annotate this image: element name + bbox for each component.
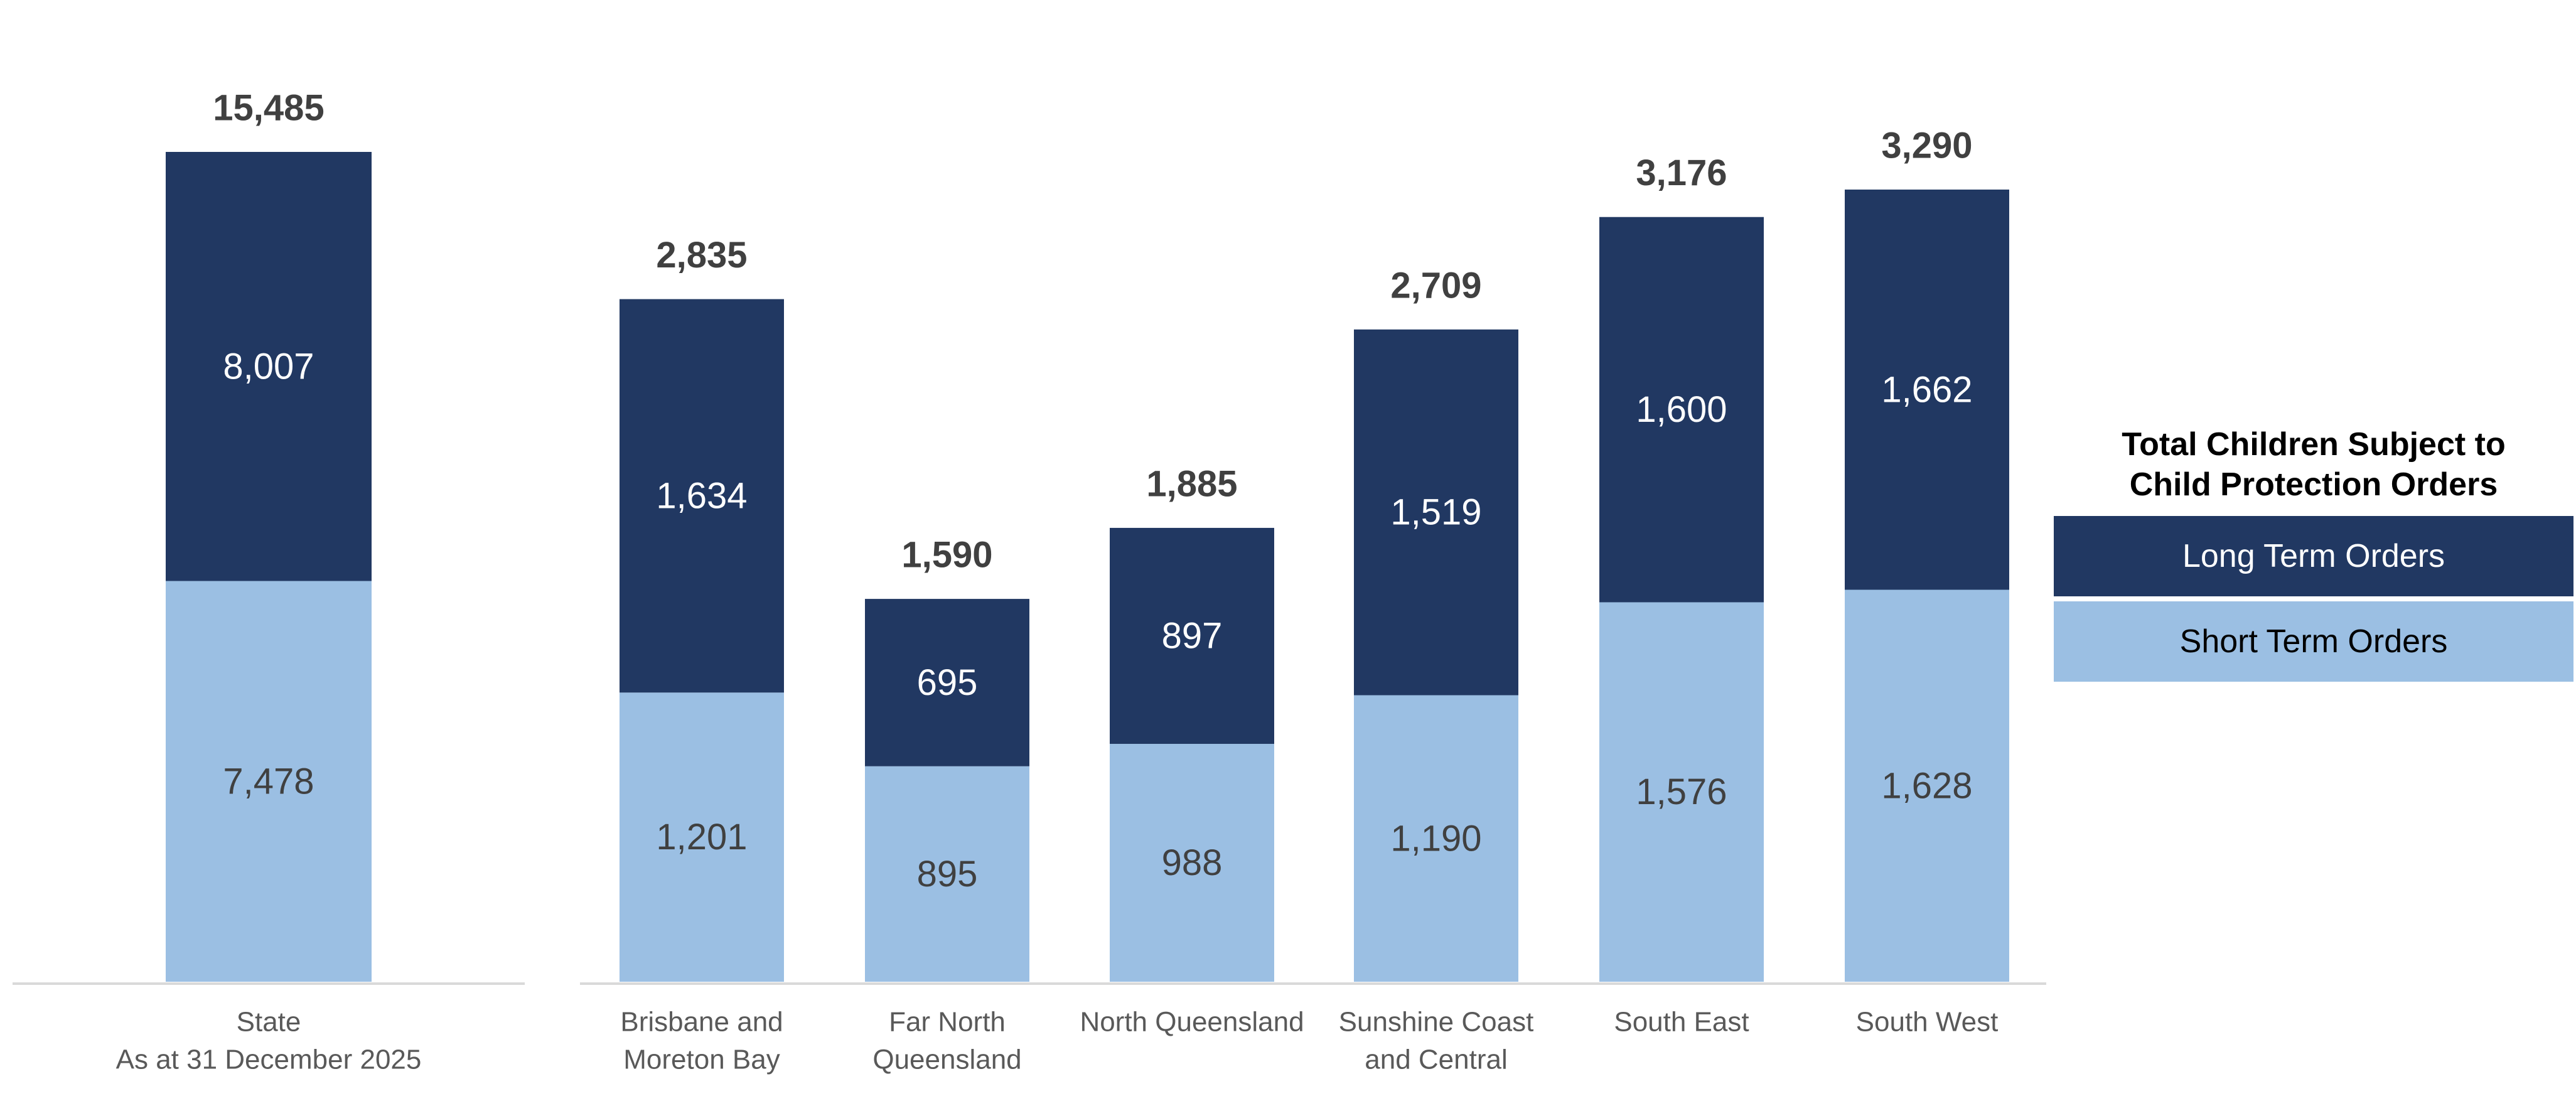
label-total-south-east: 3,176	[1636, 153, 1727, 193]
tick-label-north-queensland-1: North Queensland	[1080, 1007, 1304, 1038]
bar-short-sunshine-coast-and-central	[1354, 695, 1518, 982]
bar-long-far-north-queensland	[865, 599, 1029, 766]
stacked-bar-chart: 7,478 8,007 15,485 State As at 31 December 2…	[13, 88, 2046, 1075]
label-long-south-west: 1,662	[1881, 369, 1972, 410]
tick-label-far-north-queensland-2: Queensland	[872, 1045, 1021, 1075]
label-short-south-east: 1,576	[1636, 771, 1727, 812]
label-short-state-as-at-31-december-2025: 7,478	[223, 761, 314, 802]
label-short-far-north-queensland: 895	[917, 854, 978, 895]
bar-long-north-queensland	[1110, 527, 1274, 744]
label-total-south-west: 3,290	[1881, 126, 1972, 166]
bar-long-state-as-at-31-december-2025	[166, 152, 372, 581]
label-total-sunshine-coast-and-central: 2,709	[1390, 265, 1481, 306]
legend-title-line-2: Child Protection Orders	[2129, 466, 2498, 503]
legend: Total Children Subject to Child Protecti…	[2054, 424, 2573, 687]
bar-short-state-as-at-31-december-2025	[166, 581, 372, 982]
label-short-north-queensland: 988	[1162, 842, 1223, 883]
legend-label-long-term-orders: Long Term Orders	[2182, 538, 2445, 574]
label-short-south-west: 1,628	[1881, 765, 1972, 806]
tick-label-brisbane-and-moreton-bay-2: Moreton Bay	[623, 1045, 780, 1075]
label-long-north-queensland: 897	[1162, 615, 1223, 656]
bar-short-south-west	[1845, 589, 2009, 982]
bar-short-south-east	[1599, 602, 1764, 982]
legend-item-short-term-orders: Short Term Orders	[2054, 601, 2573, 682]
tick-label-sunshine-coast-and-central-2: and Central	[1365, 1045, 1507, 1075]
bar-short-far-north-queensland	[865, 766, 1029, 982]
legend-title-line-1: Total Children Subject to	[2122, 426, 2506, 463]
label-total-state-as-at-31-december-2025: 15,485	[213, 88, 324, 129]
bar-long-sunshine-coast-and-central	[1354, 329, 1518, 696]
label-long-south-east: 1,600	[1636, 389, 1727, 430]
bar-long-south-west	[1845, 190, 2009, 590]
label-short-sunshine-coast-and-central: 1,190	[1390, 818, 1481, 859]
label-total-north-queensland: 1,885	[1146, 463, 1237, 504]
label-total-brisbane-and-moreton-bay: 2,835	[656, 235, 747, 276]
tick-label-state-as-at-31-december-2025-2: As at 31 December 2025	[116, 1045, 422, 1075]
bar-short-brisbane-and-moreton-bay	[620, 692, 784, 982]
tick-label-state-as-at-31-december-2025-1: State	[237, 1007, 301, 1038]
legend-item-long-term-orders: Long Term Orders	[2054, 516, 2573, 596]
tick-label-sunshine-coast-and-central-1: Sunshine Coast	[1339, 1007, 1534, 1038]
bar-short-north-queensland	[1110, 744, 1274, 982]
label-long-brisbane-and-moreton-bay: 1,634	[656, 475, 747, 516]
label-long-state-as-at-31-december-2025: 8,007	[223, 346, 314, 387]
bar-long-brisbane-and-moreton-bay	[620, 299, 784, 693]
tick-label-far-north-queensland-1: Far North	[889, 1007, 1006, 1038]
label-long-far-north-queensland: 695	[917, 662, 978, 703]
label-total-far-north-queensland: 1,590	[901, 535, 992, 576]
label-long-sunshine-coast-and-central: 1,519	[1390, 492, 1481, 533]
tick-label-south-west-1: South West	[1856, 1007, 1999, 1038]
tick-label-south-east-1: South East	[1614, 1007, 1749, 1038]
tick-label-brisbane-and-moreton-bay-1: Brisbane and	[620, 1007, 783, 1038]
bar-long-south-east	[1599, 217, 1764, 603]
label-short-brisbane-and-moreton-bay: 1,201	[656, 817, 747, 857]
legend-label-short-term-orders: Short Term Orders	[2179, 623, 2448, 660]
legend-title: Total Children Subject to Child Protecti…	[2054, 424, 2573, 505]
